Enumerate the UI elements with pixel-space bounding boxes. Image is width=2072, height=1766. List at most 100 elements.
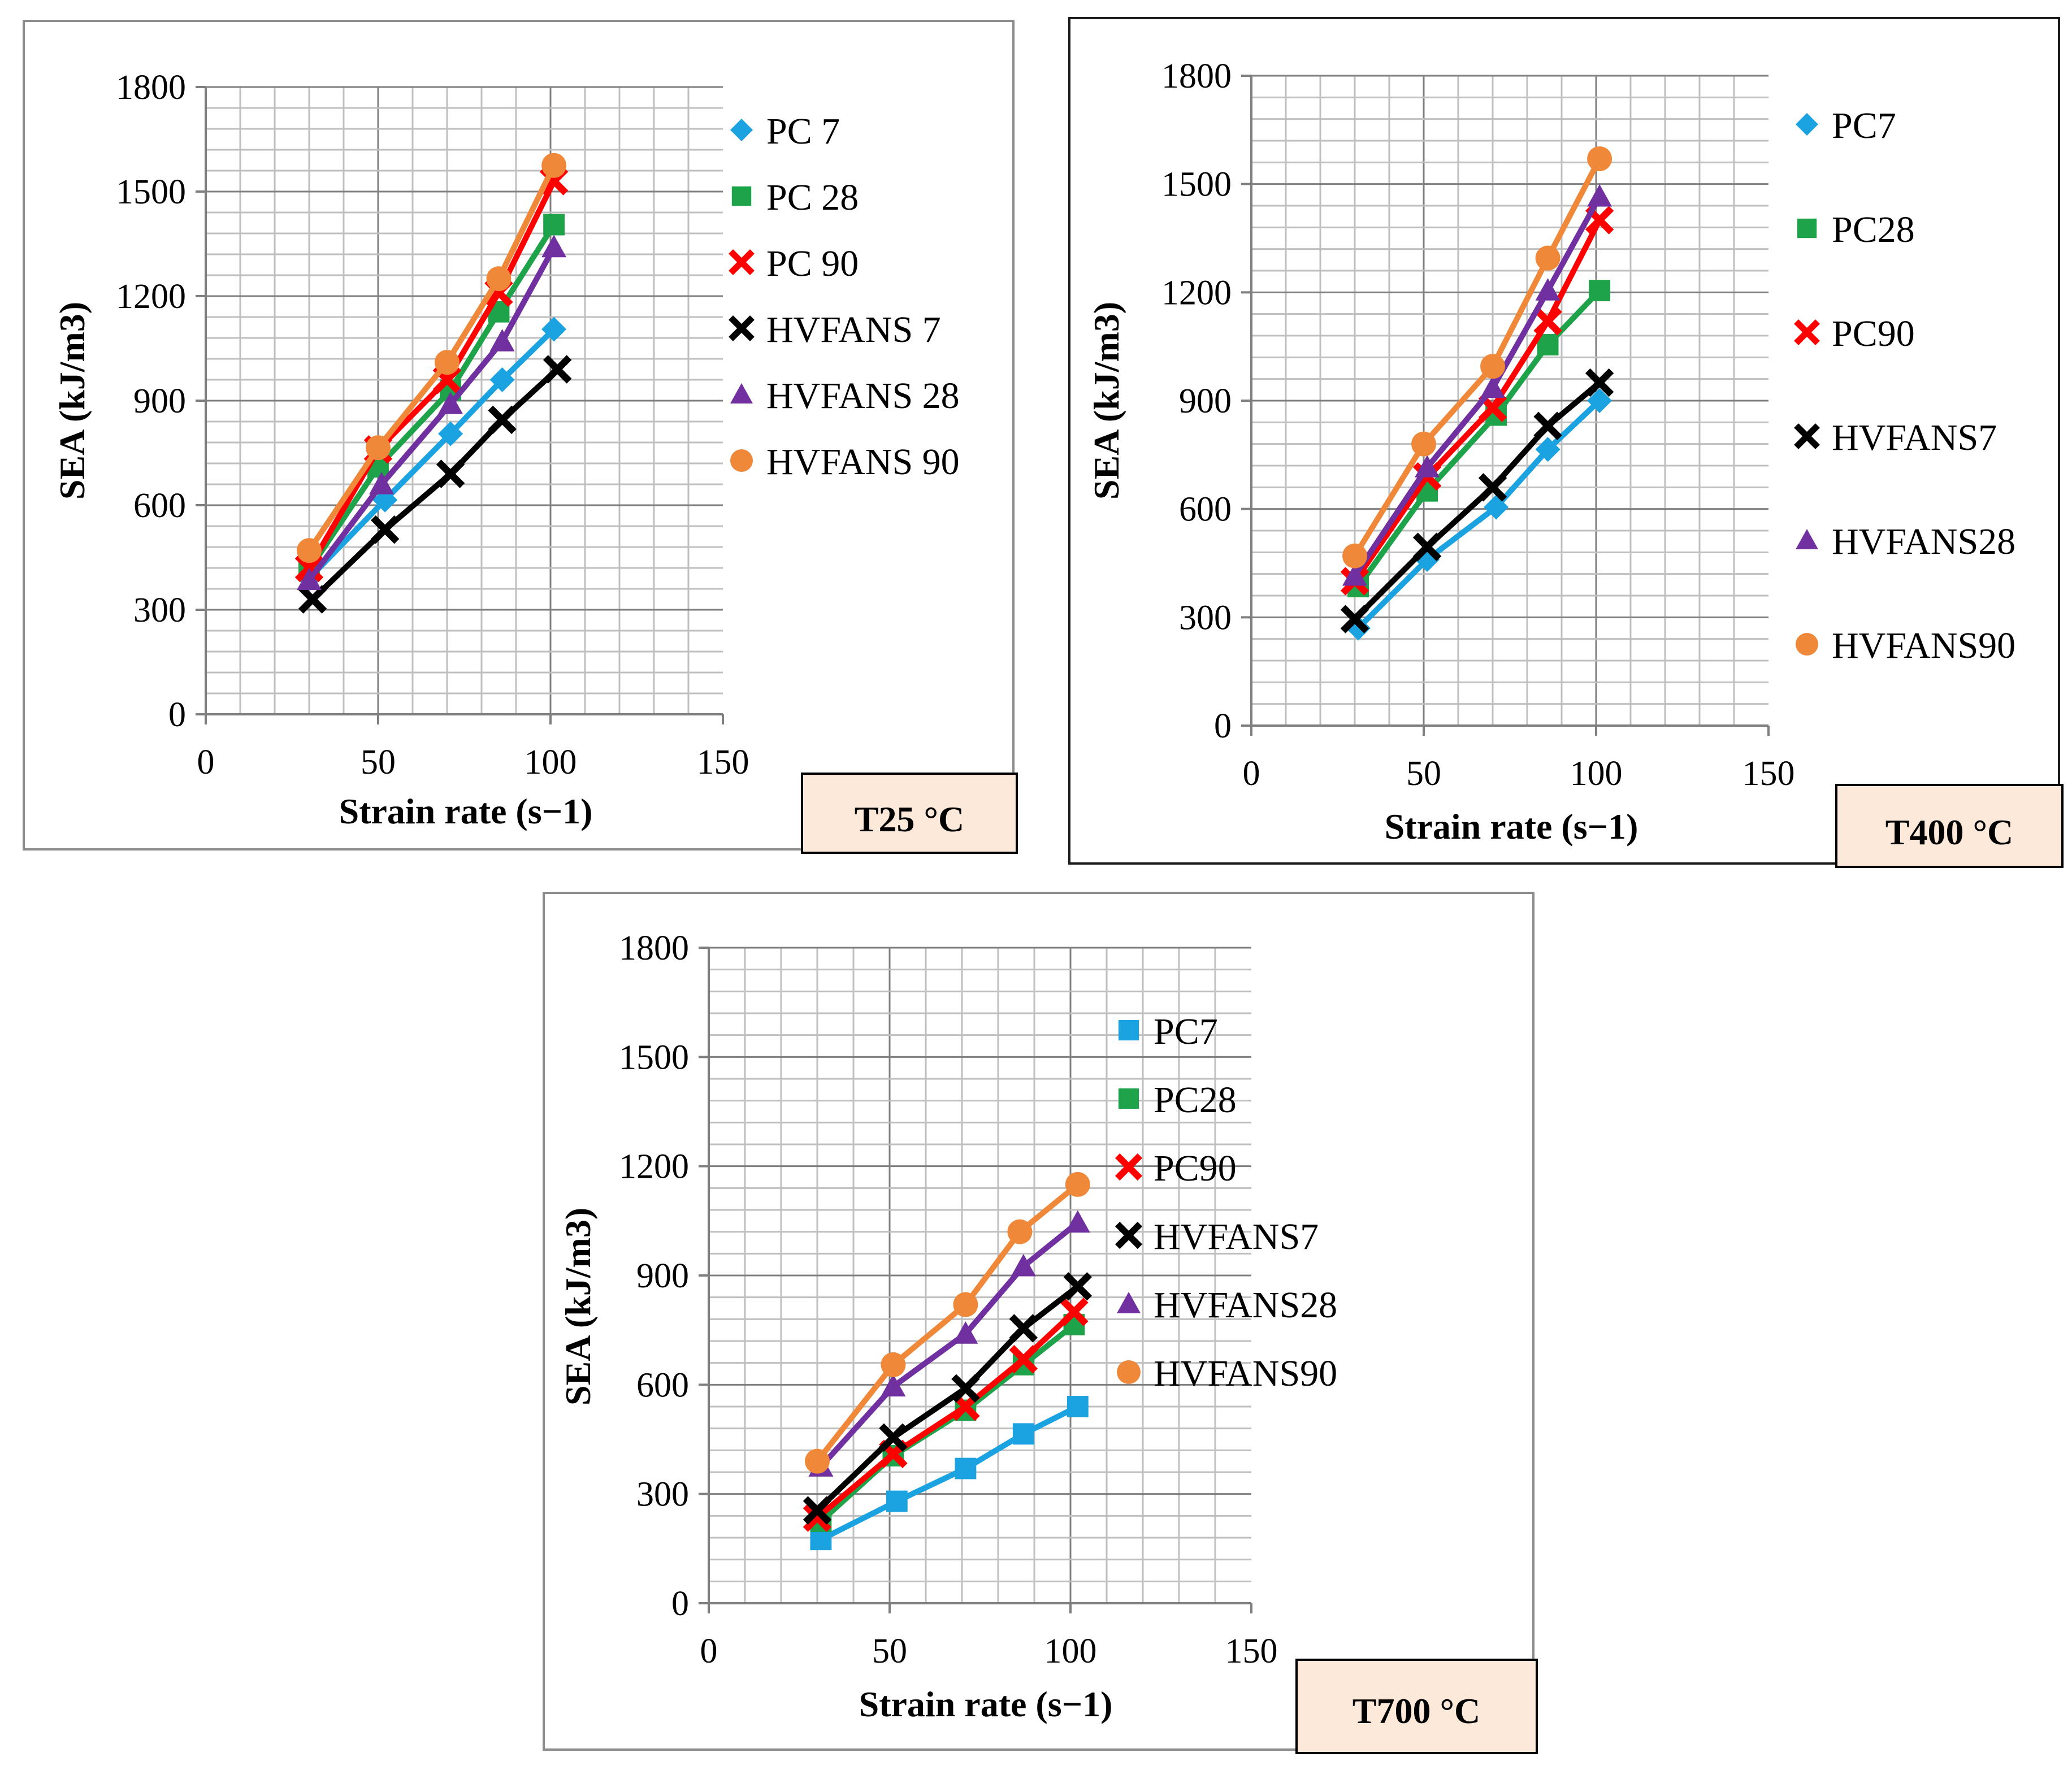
legend-marker	[1796, 529, 1818, 549]
data-point	[1342, 563, 1367, 586]
legend-entry-label: PC 28	[766, 177, 859, 218]
data-point	[953, 1321, 978, 1344]
data-point	[297, 567, 322, 591]
legend-marker	[1796, 113, 1818, 136]
data-point	[879, 1423, 908, 1452]
data-point	[803, 1496, 832, 1525]
data-point	[438, 421, 463, 446]
legend-marker	[729, 249, 755, 275]
legend: PC 7 PC 28 PC 90 HVFANS 7 HVFANS 28 HVFANS 90	[729, 111, 960, 483]
data-point	[1533, 307, 1562, 336]
data-point	[1587, 184, 1612, 207]
data-point	[955, 1457, 977, 1479]
data-point	[1065, 1210, 1090, 1233]
legend-entry-label: PC90	[1154, 1148, 1237, 1189]
series-pc-90	[294, 167, 569, 583]
y-axis-title: SEA (kJ/m3)	[558, 1208, 598, 1405]
y-tick-label: 1500	[116, 173, 186, 211]
data-point	[1535, 278, 1560, 301]
data-point	[1063, 1272, 1093, 1301]
data-point	[1009, 1314, 1038, 1343]
legend-entry-label: HVFANS28	[1154, 1285, 1337, 1326]
series-pc-7	[297, 316, 567, 591]
series-hvfans7	[1340, 368, 1614, 633]
series-pc7	[1346, 388, 1612, 641]
legend-marker	[1118, 1019, 1139, 1041]
legend-entry-label: PC7	[1154, 1011, 1218, 1052]
legend-marker	[1115, 1221, 1143, 1249]
legend-entry-label: HVFANS90	[1154, 1353, 1337, 1394]
data-point	[541, 153, 567, 178]
data-point	[297, 538, 322, 563]
data-point	[1480, 354, 1505, 379]
data-point	[489, 367, 515, 392]
legend-entry-label: PC90	[1832, 313, 1915, 354]
data-point	[953, 1292, 978, 1317]
data-point	[435, 350, 460, 375]
data-point	[1065, 1171, 1090, 1197]
y-tick-label: 300	[1179, 598, 1232, 637]
legend-entry-label: PC 90	[766, 243, 859, 284]
temperature-label: T700 °C	[1353, 1691, 1481, 1731]
y-tick-label: 1200	[116, 277, 186, 316]
legend-entry-label: HVFANS 28	[766, 375, 960, 416]
chart-svg-t700: 0 300 600 900 1200 1500 1800 0 50 100 150 SEA (kJ/m…	[558, 929, 1538, 1754]
data-point	[886, 1490, 908, 1512]
legend-marker	[1118, 1088, 1139, 1109]
x-tick-label: 100	[524, 743, 577, 782]
data-point	[541, 235, 567, 258]
y-tick-label: 300	[636, 1476, 689, 1514]
data-point	[1484, 494, 1509, 520]
y-tick-label: 300	[133, 591, 186, 630]
x-axis-title: Strain rate (s−1)	[1385, 806, 1638, 847]
legend-marker	[1794, 423, 1820, 449]
temperature-box	[1295, 1659, 1538, 1754]
legend-marker	[730, 449, 753, 472]
legend-marker	[1794, 319, 1820, 345]
x-tick-label: 100	[1570, 754, 1623, 793]
x-tick-label: 0	[700, 1632, 718, 1670]
temperature-label: T25 °C	[855, 799, 965, 839]
chart-svg-t400: 0 300 600 900 1200 1500 1800 0 50 100 150 SEA (kJ/m…	[1086, 57, 2064, 868]
legend-marker	[1796, 633, 1818, 656]
x-tick-label: 0	[1243, 754, 1260, 793]
data-point	[369, 472, 395, 494]
y-tick-label: 1500	[619, 1038, 689, 1077]
y-tick-label: 600	[636, 1366, 689, 1404]
y-tick-label: 900	[133, 382, 186, 420]
data-point	[881, 1374, 906, 1397]
series-line	[306, 326, 557, 582]
data-point	[1412, 532, 1442, 561]
legend-entry-label: HVFANS7	[1832, 417, 1997, 458]
data-point	[1340, 605, 1369, 633]
temperature-label: T400 °C	[1885, 812, 2014, 852]
data-point	[486, 266, 512, 292]
y-tick-label: 600	[133, 487, 186, 525]
data-point	[1060, 1298, 1089, 1326]
data-point	[1585, 368, 1614, 397]
data-point	[436, 459, 465, 488]
series-pc7	[810, 1396, 1089, 1551]
legend-marker	[1117, 1292, 1141, 1313]
series-hvfans28	[1342, 184, 1612, 586]
data-point	[1589, 280, 1611, 302]
data-point	[438, 392, 463, 414]
chart-svg-t25: 0 300 600 900 1200 1500 1800 0 50 100 150 SEA (kJ/m…	[52, 68, 1018, 854]
legend: PC7 PC28 PC90 HVFANS7 HVFANS28 HVFANS90	[1794, 105, 2015, 666]
y-tick-label: 600	[1179, 491, 1232, 529]
series-hvfans90	[805, 1171, 1090, 1474]
data-point	[1011, 1253, 1036, 1277]
legend-entry-label: HVFANS90	[1832, 625, 2015, 666]
data-point	[881, 1352, 906, 1377]
series-hvfans90	[1342, 146, 1612, 569]
x-tick-label: 50	[1406, 754, 1441, 793]
data-point	[810, 1529, 832, 1551]
legend-marker	[1117, 1360, 1141, 1384]
legend-entry-label: PC7	[1832, 105, 1896, 146]
data-point	[1411, 431, 1436, 457]
x-tick-label: 100	[1044, 1632, 1097, 1670]
legend-entry-label: HVFANS7	[1154, 1216, 1319, 1257]
series-pc28	[1347, 280, 1611, 597]
data-point	[1533, 411, 1562, 440]
y-tick-label: 1200	[619, 1148, 689, 1186]
